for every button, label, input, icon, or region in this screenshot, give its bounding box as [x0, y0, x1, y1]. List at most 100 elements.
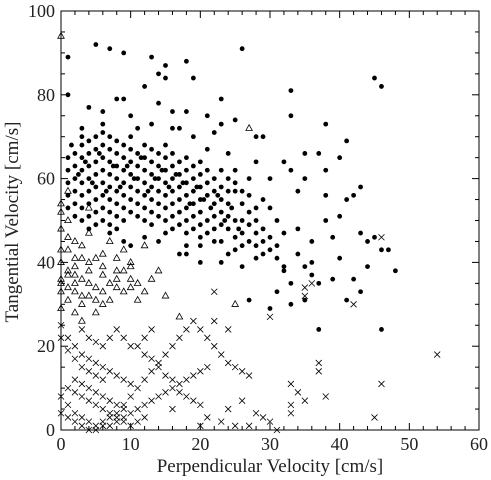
filled-circle-point	[110, 163, 116, 169]
filled-circle-point	[107, 209, 113, 215]
filled-circle-point	[142, 218, 148, 223]
filled-circle-point	[156, 239, 161, 244]
cross-point	[85, 397, 93, 404]
filled-circle-point	[65, 54, 71, 60]
open-triangle-point	[91, 283, 100, 291]
cross-point	[106, 397, 114, 404]
x-tick-label: 30	[261, 434, 279, 454]
filled-circle-point	[114, 176, 120, 182]
filled-circle-point	[135, 151, 141, 156]
filled-circle-point	[163, 155, 168, 161]
filled-circle-point	[344, 297, 350, 303]
cross-point	[113, 401, 121, 409]
filled-circle-point	[170, 163, 175, 169]
open-triangle-point	[112, 274, 121, 282]
filled-circle-point	[79, 192, 85, 198]
filled-circle-point	[194, 184, 200, 190]
filled-circle-point	[72, 163, 78, 169]
filled-circle-point	[163, 142, 168, 148]
filled-circle-point	[225, 226, 231, 232]
filled-circle-point	[128, 146, 134, 152]
filled-circle-point	[184, 205, 189, 211]
filled-circle-point	[93, 134, 99, 140]
cross-point	[71, 376, 79, 384]
filled-circle-point	[239, 218, 245, 223]
filled-circle-point	[222, 218, 228, 223]
x-tick-label: 50	[400, 434, 418, 454]
filled-circle-point	[239, 201, 245, 207]
filled-circle-point	[295, 226, 301, 232]
filled-circle-point	[211, 176, 217, 182]
cross-point	[92, 338, 100, 346]
cross-point	[183, 376, 190, 384]
filled-circle-point	[170, 151, 175, 156]
open-triangle-point	[71, 237, 79, 245]
cross-point	[301, 292, 309, 300]
filled-circle-point	[218, 184, 224, 190]
filled-circle-point	[138, 155, 144, 161]
filled-circle-point	[79, 155, 85, 161]
filled-circle-point	[163, 180, 168, 186]
filled-circle-point	[114, 138, 120, 144]
filled-circle-point	[184, 180, 189, 186]
cross-point	[294, 389, 302, 396]
filled-circle-point	[246, 192, 252, 198]
filled-circle-point	[218, 260, 224, 265]
cross-point	[113, 372, 121, 379]
filled-circle-point	[218, 167, 224, 173]
filled-circle-point	[218, 96, 224, 102]
cross-point	[64, 334, 72, 342]
filled-circle-point	[135, 125, 141, 131]
cross-point	[113, 409, 121, 417]
cross-point	[92, 359, 100, 367]
filled-circle-point	[107, 222, 113, 228]
filled-circle-point	[177, 222, 182, 228]
filled-circle-point	[156, 188, 161, 194]
cross-point	[134, 418, 141, 425]
filled-circle-point	[135, 188, 141, 194]
open-triangle-point	[98, 270, 107, 278]
filled-circle-point	[351, 192, 356, 198]
filled-circle-point	[170, 188, 175, 194]
filled-circle-point	[152, 176, 158, 182]
filled-circle-point	[372, 234, 377, 240]
x-tick-label: 40	[331, 434, 349, 454]
filled-circle-point	[274, 289, 280, 295]
filled-circle-point	[253, 159, 259, 165]
filled-circle-point	[72, 188, 78, 194]
x-tick-label: 20	[191, 434, 209, 454]
filled-circle-point	[79, 180, 85, 186]
cross-point	[78, 393, 86, 400]
open-triangle-point	[112, 253, 121, 261]
filled-circle-point	[149, 222, 154, 228]
filled-circle-point	[309, 272, 315, 278]
cross-point	[224, 359, 232, 367]
cross-point	[197, 401, 204, 409]
filled-circle-point	[190, 134, 196, 140]
open-triangle-point	[119, 266, 128, 274]
filled-circle-point	[260, 226, 266, 232]
filled-circle-point	[65, 180, 71, 186]
cross-point	[245, 372, 253, 379]
cross-point	[113, 326, 121, 333]
open-triangle-point	[71, 287, 79, 295]
open-triangle-point	[126, 262, 135, 270]
cross-point	[378, 380, 385, 388]
y-axis-title: Tangential Velocity [cm/s]	[2, 122, 23, 323]
cross-point	[134, 405, 141, 413]
cross-point	[85, 334, 93, 342]
filled-circle-point	[93, 159, 99, 165]
filled-circle-point	[142, 142, 148, 148]
x-tick-label: 60	[470, 434, 488, 454]
filled-circle-point	[177, 159, 182, 165]
filled-circle-point	[121, 167, 127, 173]
filled-circle-point	[135, 213, 141, 219]
open-triangle-point	[126, 274, 135, 282]
cross-point	[120, 405, 127, 413]
filled-circle-point	[107, 172, 113, 177]
filled-circle-point	[128, 113, 134, 119]
filled-circle-point	[117, 184, 123, 190]
cross-point	[78, 414, 86, 421]
filled-circle-point	[302, 151, 308, 156]
